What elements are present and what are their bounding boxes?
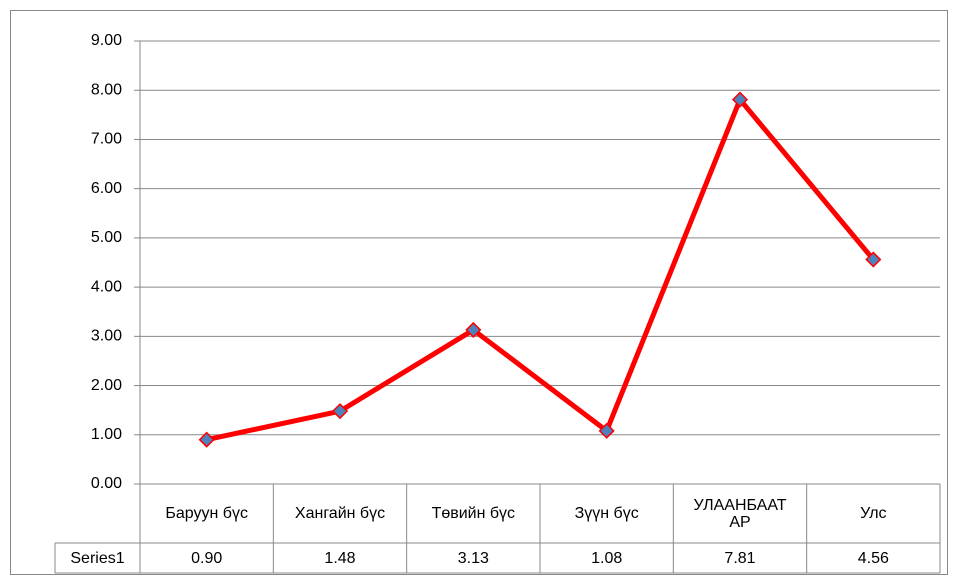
y-tick-label: 8.00 <box>91 81 122 98</box>
marker <box>331 403 349 420</box>
chart-border <box>10 10 948 575</box>
y-tick-label: 4.00 <box>91 278 122 295</box>
category-label: Хангайн бүс <box>294 505 386 522</box>
marker <box>731 91 749 108</box>
y-tick-label: 6.00 <box>91 180 122 197</box>
data-table-value: 3.13 <box>457 549 489 567</box>
data-table-value: 1.08 <box>591 549 623 567</box>
data-table-value: 7.81 <box>724 549 756 567</box>
y-tick-label: 2.00 <box>91 377 122 394</box>
y-tick-label: 0.00 <box>91 475 122 492</box>
marker <box>198 431 215 448</box>
category-label: Зүүн бүс <box>574 505 639 522</box>
marker <box>465 321 482 338</box>
y-tick-label: 5.00 <box>91 229 122 246</box>
series-name: Series1 <box>70 549 125 567</box>
data-table-value: 1.48 <box>324 549 356 567</box>
category-label: УЛААНБААТАР <box>693 496 787 531</box>
category-label: Улс <box>860 505 887 522</box>
series-line <box>206 97 876 443</box>
category-label: Төвийн бүс <box>431 505 516 522</box>
y-tick-label: 9.00 <box>91 32 122 49</box>
data-table-value: 4.56 <box>857 549 889 567</box>
y-tick-label: 1.00 <box>91 426 122 443</box>
marker <box>865 251 882 268</box>
data-table-value: 0.90 <box>191 549 223 567</box>
marker <box>598 422 615 439</box>
y-tick-label: 3.00 <box>91 328 122 345</box>
category-label: Баруун бүс <box>165 505 248 522</box>
y-tick-label: 7.00 <box>91 131 122 148</box>
